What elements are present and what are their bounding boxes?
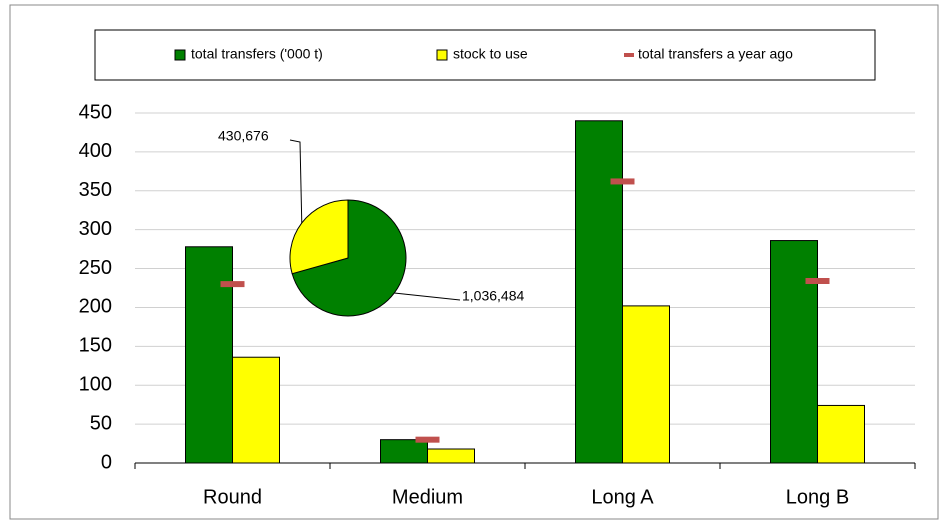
x-tick-label: Long A [591, 486, 654, 508]
legend-box [94, 29, 876, 81]
legend-marker [624, 53, 634, 57]
y-tick-label: 400 [79, 140, 112, 162]
y-tick-label: 0 [101, 451, 112, 473]
leader-line [394, 292, 461, 301]
marker [610, 178, 635, 185]
marker [220, 281, 245, 288]
x-tick-label: Long B [786, 486, 849, 508]
y-tick-label: 450 [79, 101, 112, 123]
x-tick-label: Round [203, 486, 262, 508]
bar [817, 404, 865, 464]
bar [622, 305, 670, 464]
pie-slice [291, 199, 407, 317]
legend-marker [174, 49, 186, 61]
leader-line [289, 139, 303, 223]
x-tick-label: Medium [392, 486, 463, 508]
bar [575, 120, 623, 464]
bar [770, 240, 818, 464]
y-tick-label: 50 [90, 412, 112, 434]
bar [427, 448, 475, 464]
y-tick-label: 100 [79, 374, 112, 396]
bar [185, 246, 233, 464]
bar [232, 356, 280, 464]
legend-label: total transfers ('000 t) [191, 46, 323, 62]
pie-slice [289, 199, 349, 275]
marker [415, 436, 440, 443]
y-tick-label: 350 [79, 179, 112, 201]
y-tick-label: 300 [79, 218, 112, 240]
y-tick-label: 150 [79, 335, 112, 357]
data-label: 430,676 [218, 128, 269, 144]
y-tick-label: 200 [79, 296, 112, 318]
bar [380, 439, 428, 464]
legend-label: total transfers a year ago [638, 46, 793, 62]
legend-marker [436, 49, 448, 61]
marker [805, 278, 830, 284]
legend-label: stock to use [453, 46, 528, 62]
y-tick-label: 250 [79, 257, 112, 279]
data-label: 1,036,484 [462, 288, 524, 304]
